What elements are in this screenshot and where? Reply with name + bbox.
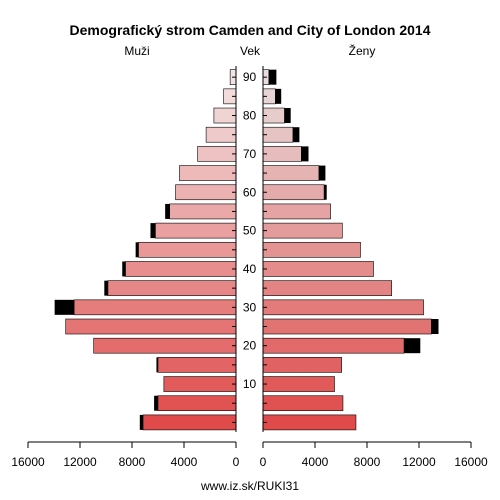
women-bar-25-29 (262, 318, 432, 335)
women-excess-20-24 (404, 338, 421, 354)
men-value-tick-label: 16000 (11, 455, 45, 469)
age-tick-label: 50 (243, 224, 257, 238)
men-excess-50-54 (150, 223, 156, 239)
men-bar-40-44 (125, 261, 237, 277)
men-bar-15-19 (157, 357, 237, 373)
women-bar-35-39 (262, 280, 392, 296)
women-value-tick-label: 16000 (454, 455, 488, 469)
age-tick-label: 30 (243, 300, 257, 314)
men-bars (54, 69, 237, 431)
men-value-tick-label: 12000 (63, 455, 97, 469)
women-bar-40-44 (262, 261, 374, 277)
men-value-tick-label: 4000 (171, 455, 198, 469)
men-excess-15-19 (156, 357, 158, 373)
men-excess-55-59 (165, 203, 170, 219)
men-value-tick-label: 0 (233, 455, 240, 469)
women-header: Ženy (349, 43, 376, 58)
men-excess-0-4 (139, 414, 144, 430)
men-value-tick-label: 8000 (119, 455, 146, 469)
men-excess-40-44 (122, 261, 126, 277)
women-excess-85-89 (275, 88, 282, 104)
men-excess-5-9 (154, 395, 158, 411)
men-bar-65-69 (179, 165, 237, 181)
men-bar-25-29 (65, 318, 237, 335)
women-bar-55-59 (262, 203, 331, 220)
women-bar-15-19 (262, 357, 342, 373)
women-bar-70-74 (262, 146, 302, 162)
men-excess-30-34 (54, 299, 75, 315)
men-bar-5-9 (157, 395, 237, 412)
women-excess-70-74 (301, 146, 309, 162)
chart-title: Demografický strom Camden and City of Lo… (70, 22, 431, 38)
men-bar-10-14 (163, 376, 237, 392)
women-bar-65-69 (262, 165, 320, 181)
men-bar-35-39 (107, 280, 237, 296)
men-excess-35-39 (104, 280, 108, 296)
men-bar-20-24 (93, 337, 237, 354)
women-excess-25-29 (431, 319, 439, 335)
women-bar-45-49 (262, 241, 361, 258)
men-header: Muži (124, 44, 149, 58)
men-bar-75-79 (205, 126, 237, 143)
men-bar-30-34 (73, 299, 237, 316)
axes: 10 20 30 40 50 60 70 80 90 16000 12000 8000 4000 0 0 40… (11, 70, 488, 469)
women-bar-75-79 (262, 126, 294, 143)
women-bar-50-54 (262, 222, 343, 239)
women-bar-10-14 (262, 376, 335, 392)
women-excess-60-64 (324, 184, 327, 200)
women-value-tick-label: 12000 (402, 455, 436, 469)
age-tick-label: 40 (243, 262, 257, 276)
men-bar-60-64 (175, 184, 237, 201)
age-tick-label: 10 (243, 377, 257, 391)
women-bar-0-4 (262, 414, 357, 431)
women-excess-65-69 (318, 165, 326, 181)
women-value-tick-label: 4000 (302, 455, 329, 469)
women-excess-80-84 (284, 108, 291, 124)
women-excess-90+ (268, 69, 277, 85)
men-excess-45-49 (135, 242, 139, 258)
men-bar-50-54 (155, 222, 237, 239)
age-tick-label: 70 (243, 147, 257, 161)
women-bar-60-64 (262, 184, 325, 201)
women-bar-5-9 (262, 395, 344, 412)
women-bar-30-34 (262, 299, 424, 316)
men-bar-55-59 (169, 203, 237, 220)
women-bar-20-24 (262, 337, 405, 354)
women-value-tick-label: 0 (260, 455, 267, 469)
women-excess-75-79 (292, 127, 300, 143)
men-bar-70-74 (197, 146, 237, 162)
women-bars (262, 69, 439, 431)
age-header: Vek (240, 44, 261, 58)
source-label: www.iz.sk/RUKI31 (200, 479, 299, 493)
men-bar-45-49 (138, 241, 237, 258)
men-bar-0-4 (142, 414, 237, 431)
women-value-tick-label: 8000 (354, 455, 381, 469)
age-tick-label: 80 (243, 109, 257, 123)
age-tick-label: 90 (243, 70, 257, 84)
age-tick-label: 60 (243, 185, 257, 199)
age-tick-label: 20 (243, 339, 257, 353)
